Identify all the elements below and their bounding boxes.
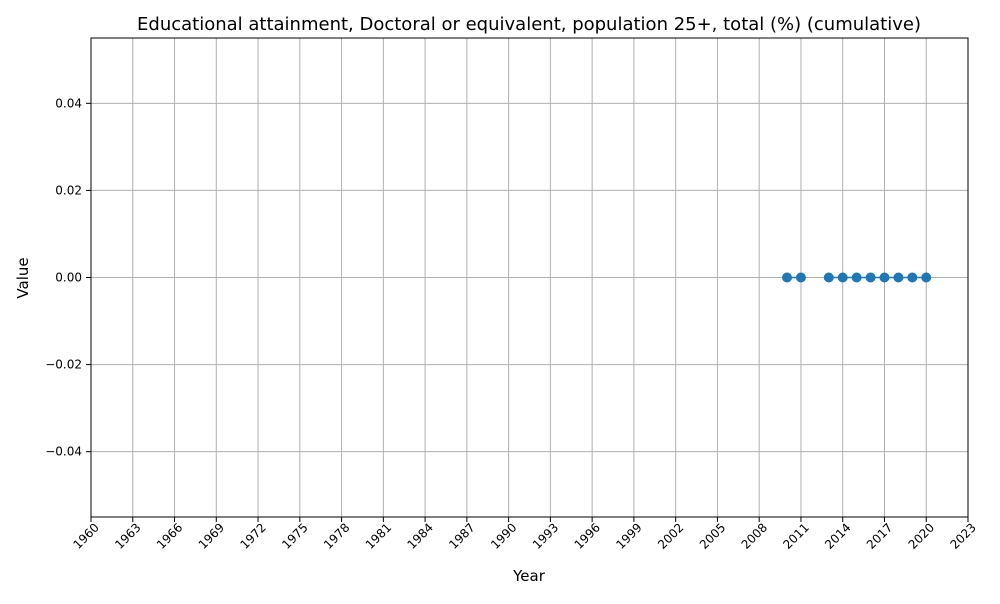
x-tick-label: 1963 xyxy=(112,520,143,551)
x-tick-label: 1993 xyxy=(530,520,561,551)
series-layer xyxy=(782,272,932,283)
data-point xyxy=(907,272,918,283)
data-point xyxy=(851,272,862,283)
data-point xyxy=(837,272,848,283)
x-tick-label: 1990 xyxy=(488,520,519,551)
x-tick-label: 2008 xyxy=(739,520,770,551)
chart-title: Educational attainment, Doctoral or equi… xyxy=(137,14,921,35)
x-axis-label: Year xyxy=(512,567,546,585)
y-tick-label: 0.02 xyxy=(55,183,82,197)
x-tick-label: 1984 xyxy=(405,520,436,551)
data-point xyxy=(879,272,890,283)
y-tick-label: 0.00 xyxy=(55,271,82,285)
y-axis-ticks: −0.04 −0.02 0.00 0.02 0.04 xyxy=(45,96,91,459)
x-axis-ticks: 1960 1963 1966 1969 1972 1975 1978 1981 1984 1987… xyxy=(70,517,979,552)
x-tick-label: 2011 xyxy=(780,520,811,551)
x-tick-label: 2020 xyxy=(906,520,937,551)
data-point xyxy=(893,272,904,283)
data-point xyxy=(921,272,932,283)
x-tick-label: 1966 xyxy=(154,520,185,551)
y-axis-label: Value xyxy=(14,257,32,298)
x-tick-label: 1981 xyxy=(363,520,394,551)
x-tick-label: 1975 xyxy=(279,520,310,551)
data-point xyxy=(823,272,834,283)
x-tick-label: 1996 xyxy=(572,520,603,551)
x-tick-label: 1969 xyxy=(196,520,227,551)
x-tick-label: 1987 xyxy=(446,520,477,551)
x-tick-label: 2017 xyxy=(864,520,895,551)
y-tick-label: −0.04 xyxy=(45,445,82,459)
x-tick-label: 1999 xyxy=(613,520,644,551)
y-tick-label: 0.04 xyxy=(55,96,82,110)
x-tick-label: 1972 xyxy=(237,520,268,551)
data-point xyxy=(782,272,793,283)
y-tick-label: −0.02 xyxy=(45,358,82,372)
data-point xyxy=(795,272,806,283)
x-tick-label: 1960 xyxy=(70,520,101,551)
x-tick-label: 2002 xyxy=(655,520,686,551)
data-point xyxy=(865,272,876,283)
x-tick-label: 1978 xyxy=(321,520,352,551)
x-tick-label: 2023 xyxy=(947,520,978,551)
x-tick-label: 2005 xyxy=(697,520,728,551)
x-tick-label: 2014 xyxy=(822,520,853,551)
